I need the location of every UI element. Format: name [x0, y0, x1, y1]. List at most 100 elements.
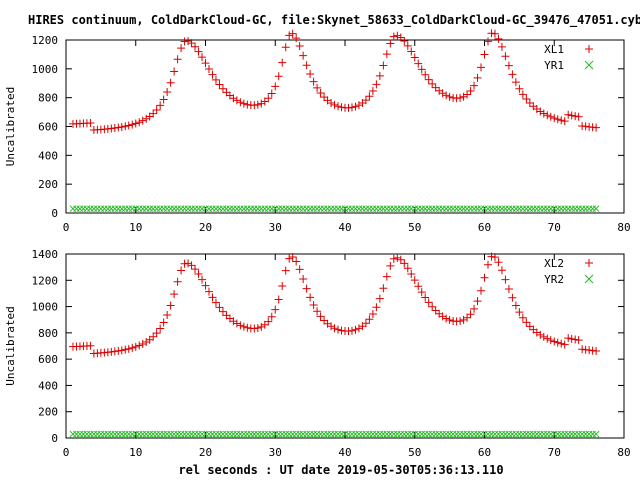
data-point: [460, 430, 467, 438]
data-point: [446, 205, 453, 213]
x-tick-label: 20: [199, 446, 212, 459]
data-point: [550, 114, 559, 123]
data-point: [477, 205, 485, 213]
data-point: [338, 430, 345, 438]
data-point: [237, 430, 244, 438]
x-tick-label: 70: [548, 221, 561, 234]
data-point: [146, 205, 154, 213]
data-point: [400, 37, 409, 46]
data-point: [560, 117, 569, 126]
x-tick-label: 50: [408, 446, 421, 459]
data-point: [480, 273, 489, 282]
y-axis-label: Uncalibrated: [4, 87, 17, 166]
data-point: [201, 281, 210, 290]
data-point: [592, 346, 601, 355]
data-point: [487, 252, 496, 261]
data-point: [508, 293, 517, 302]
data-point: [407, 269, 416, 278]
y-tick-label: 1400: [32, 248, 59, 261]
data-point: [379, 61, 388, 70]
y-tick-label: 400: [38, 149, 58, 162]
data-point: [87, 430, 94, 438]
data-point: [177, 430, 185, 438]
data-point: [110, 124, 119, 133]
data-point: [239, 99, 248, 108]
data-point: [131, 119, 140, 128]
legend-marker: [584, 274, 594, 284]
data-point: [414, 205, 422, 213]
data-point: [505, 430, 513, 438]
data-point: [194, 269, 203, 278]
data-point: [442, 430, 450, 438]
data-point: [376, 430, 384, 438]
data-point: [526, 430, 534, 438]
data-point: [195, 430, 202, 438]
data-point: [264, 94, 273, 103]
data-point: [104, 205, 112, 213]
y-tick-label: 1000: [32, 63, 59, 76]
data-point: [539, 332, 548, 341]
data-point: [278, 430, 286, 438]
data-point: [198, 205, 206, 213]
data-point: [285, 31, 294, 40]
data-point: [435, 430, 443, 438]
data-point: [104, 430, 112, 438]
data-point: [236, 98, 245, 107]
data-point: [446, 430, 453, 438]
data-point: [211, 298, 220, 307]
data-point: [156, 205, 164, 213]
data-point: [470, 430, 478, 438]
data-point: [330, 100, 339, 109]
data-point: [483, 260, 492, 269]
y-tick-label: 600: [38, 353, 58, 366]
data-point: [490, 29, 499, 38]
x-tick-label: 60: [478, 446, 491, 459]
data-point: [135, 430, 143, 438]
data-point: [267, 312, 276, 321]
data-point: [389, 254, 398, 263]
data-point: [110, 347, 119, 356]
data-point: [281, 266, 290, 275]
data-point: [114, 430, 122, 438]
data-point: [299, 274, 308, 283]
y-axis-label: Uncalibrated: [4, 306, 17, 385]
data-point: [111, 430, 119, 438]
data-point: [226, 205, 234, 213]
data-point: [509, 430, 516, 438]
data-point: [334, 205, 342, 213]
data-point: [313, 205, 321, 213]
data-point: [267, 89, 276, 98]
data-point: [403, 41, 412, 50]
data-point: [432, 430, 440, 438]
data-point: [285, 254, 294, 263]
data-point: [230, 205, 237, 213]
data-point: [118, 205, 126, 213]
data-point: [330, 324, 339, 333]
data-point: [536, 107, 545, 116]
x-tick-label: 30: [269, 221, 282, 234]
data-point: [574, 336, 583, 345]
data-point: [404, 205, 412, 213]
series-YR1: [69, 205, 600, 213]
y-tick-label: 1200: [32, 274, 59, 287]
data-point: [372, 80, 381, 89]
data-point: [463, 90, 472, 99]
data-point: [445, 316, 454, 325]
data-point: [317, 205, 324, 213]
data-point: [463, 430, 471, 438]
data-point: [568, 430, 576, 438]
data-point: [424, 298, 433, 307]
data-point: [414, 282, 423, 291]
data-point: [274, 295, 283, 304]
data-point: [540, 205, 548, 213]
data-point: [320, 205, 328, 213]
data-point: [404, 430, 412, 438]
x-tick-label: 0: [63, 221, 70, 234]
data-point: [578, 430, 586, 438]
data-point: [505, 205, 513, 213]
data-point: [187, 39, 196, 48]
data-point: [546, 336, 555, 345]
data-point: [149, 109, 158, 118]
data-point: [243, 205, 251, 213]
data-point: [299, 51, 308, 60]
